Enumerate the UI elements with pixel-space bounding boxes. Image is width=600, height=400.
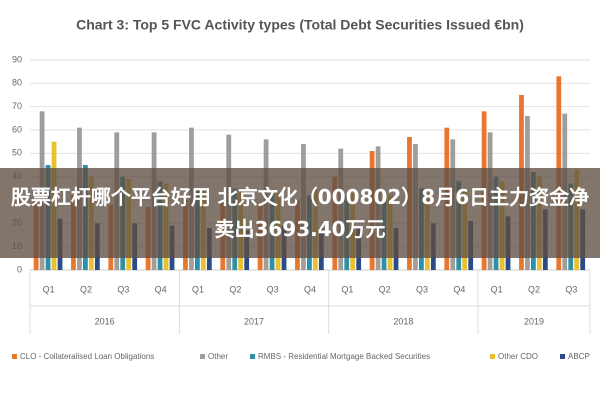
x-tick-label: Q4 [304, 284, 316, 294]
x-tick-label: Q2 [528, 284, 540, 294]
x-tick-label: Q3 [416, 284, 428, 294]
y-tick-label: 50 [12, 148, 22, 158]
group-label: 2016 [95, 316, 115, 326]
x-tick-label: Q1 [192, 284, 204, 294]
overlay-banner: 股票杠杆哪个平台好用 北京文化（000802）8月6日主力资金净卖出3693.4… [0, 168, 600, 258]
legend-swatch [250, 354, 255, 359]
group-label: 2018 [393, 316, 413, 326]
y-tick-label: 70 [12, 101, 22, 111]
x-tick-label: Q3 [565, 284, 577, 294]
group-label: 2019 [524, 316, 544, 326]
x-tick-label: Q2 [229, 284, 241, 294]
legend-swatch [12, 354, 17, 359]
x-tick-label: Q4 [453, 284, 465, 294]
x-tick-label: Q3 [267, 284, 279, 294]
x-tick-label: Q2 [379, 284, 391, 294]
legend-label: Other CDO [498, 352, 538, 361]
x-tick-label: Q2 [80, 284, 92, 294]
chart-title: Chart 3: Top 5 FVC Activity types (Total… [76, 17, 524, 33]
legend-label: RMBS - Residential Mortgage Backed Secur… [258, 352, 430, 361]
x-tick-label: Q1 [491, 284, 503, 294]
y-tick-label: 90 [12, 54, 22, 64]
legend-swatch [490, 354, 495, 359]
x-tick-label: Q1 [43, 284, 55, 294]
y-tick-label: 80 [12, 78, 22, 88]
y-tick-label: 0 [17, 264, 22, 274]
x-tick-label: Q3 [117, 284, 129, 294]
legend-label: Other [208, 352, 228, 361]
y-tick-label: 60 [12, 124, 22, 134]
group-label: 2017 [244, 316, 264, 326]
legend-swatch [200, 354, 205, 359]
legend-swatch [560, 354, 565, 359]
x-tick-label: Q4 [155, 284, 167, 294]
overlay-text: 股票杠杆哪个平台好用 北京文化（000802）8月6日主力资金净卖出3693.4… [10, 185, 590, 241]
x-tick-label: Q1 [341, 284, 353, 294]
legend-label: ABCP [568, 352, 590, 361]
legend-label: CLO - Collateralised Loan Obligations [20, 352, 154, 361]
